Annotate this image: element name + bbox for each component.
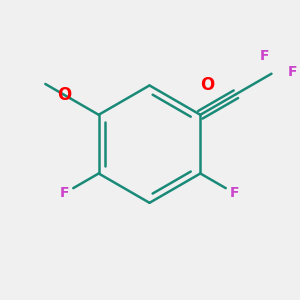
Text: F: F: [260, 49, 269, 63]
Text: F: F: [288, 65, 297, 79]
Text: O: O: [57, 86, 71, 104]
Text: F: F: [60, 186, 69, 200]
Text: F: F: [230, 186, 239, 200]
Text: O: O: [200, 76, 214, 94]
